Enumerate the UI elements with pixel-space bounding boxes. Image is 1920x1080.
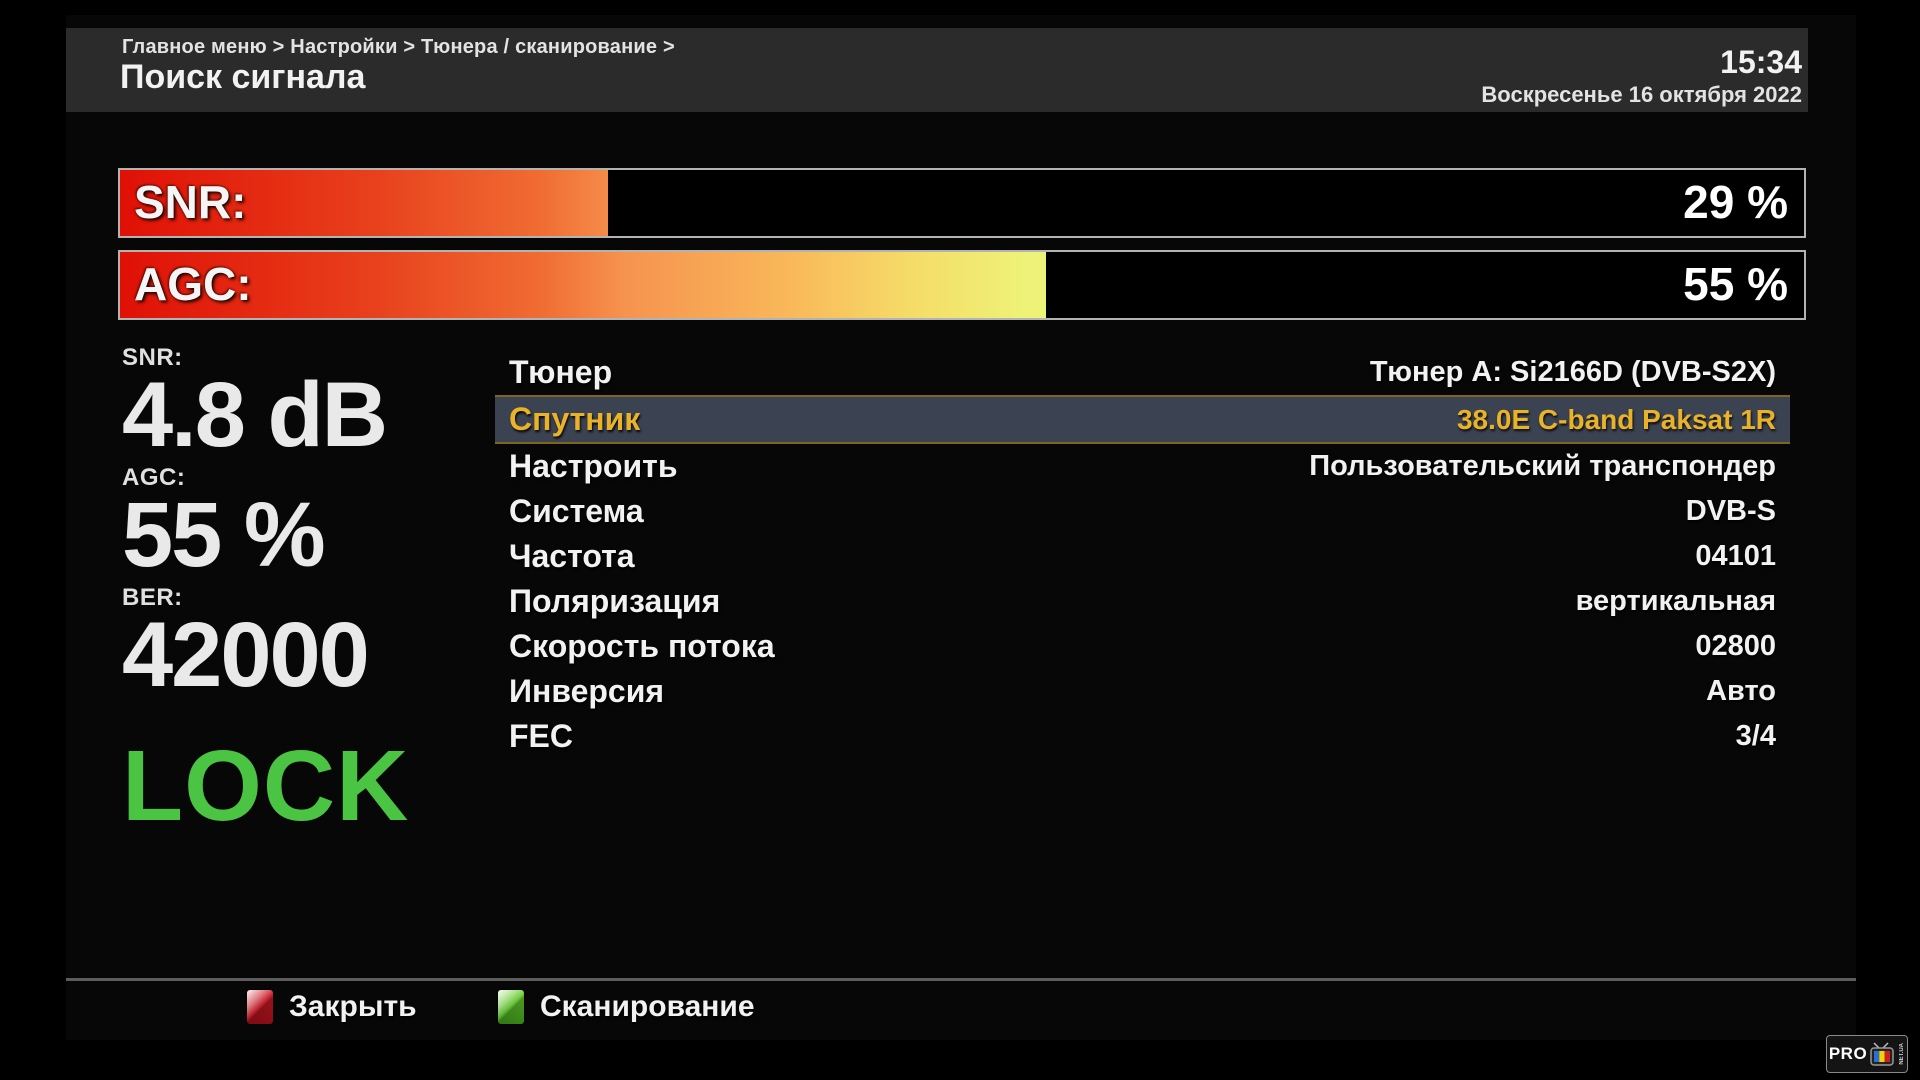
snr-progress-bar: SNR: 29 % xyxy=(118,168,1806,238)
menu-row-symbol-rate[interactable]: Скорость потока 02800 xyxy=(495,624,1790,669)
menu-row-label: Спутник xyxy=(509,401,641,437)
menu-row-value: 38.0E C-band Paksat 1R xyxy=(1456,403,1776,435)
tuner-menu: Тюнер Тюнер A: Si2166D (DVB-S2X) Спутник… xyxy=(495,350,1790,759)
menu-row-value: 02800 xyxy=(1695,630,1776,662)
header: Главное меню > Настройки > Тюнера / скан… xyxy=(66,28,1808,112)
menu-row-system[interactable]: Система DVB-S xyxy=(495,489,1790,534)
agc-stat-value: 55 % xyxy=(122,484,326,586)
menu-row-label: FEC xyxy=(509,718,573,754)
menu-row-label: Инверсия xyxy=(509,673,665,709)
protv-logo-text: PRO xyxy=(1828,1044,1868,1063)
footer-divider xyxy=(66,978,1856,981)
menu-row-satellite[interactable]: Спутник 38.0E C-band Paksat 1R xyxy=(495,395,1790,444)
agc-bar-value: 55 % xyxy=(1683,257,1788,310)
menu-row-label: Тюнер xyxy=(509,354,613,390)
snr-bar-value: 29 % xyxy=(1683,175,1788,228)
menu-row-value: Пользовательский транспондер xyxy=(1309,450,1776,482)
protv-logo: PRO NET.UA xyxy=(1826,1035,1908,1073)
clock-time: 15:34 xyxy=(1720,44,1802,80)
agc-bar-gradient xyxy=(120,252,1047,318)
green-key-icon xyxy=(498,990,524,1024)
menu-row-label: Система xyxy=(509,493,644,529)
clock-date: Воскресенье 16 октября 2022 xyxy=(1481,82,1802,107)
menu-row-label: Настроить xyxy=(509,448,678,484)
snr-stat-value: 4.8 dB xyxy=(122,364,388,466)
menu-row-inversion[interactable]: Инверсия Авто xyxy=(495,669,1790,714)
menu-row-fec[interactable]: FEC 3/4 xyxy=(495,714,1790,759)
menu-row-value: 04101 xyxy=(1695,540,1776,572)
agc-stat-label: AGC: xyxy=(122,464,186,491)
protv-logo-suffix: NET.UA xyxy=(1899,1043,1906,1065)
menu-row-value: 3/4 xyxy=(1735,720,1776,752)
snr-bar-track xyxy=(120,170,1804,236)
close-button[interactable]: Закрыть xyxy=(247,990,417,1024)
red-key-icon xyxy=(247,990,273,1024)
menu-row-label: Частота xyxy=(509,538,635,574)
snr-bar-fill xyxy=(120,170,609,236)
lock-status: LOCK xyxy=(122,730,410,842)
tv-logo-icon xyxy=(1870,1042,1894,1066)
menu-row-tuner[interactable]: Тюнер Тюнер A: Si2166D (DVB-S2X) xyxy=(495,350,1790,395)
menu-row-value: DVB-S xyxy=(1685,495,1776,527)
ber-stat-value: 42000 xyxy=(122,604,370,706)
snr-bar-label: SNR: xyxy=(134,175,247,228)
menu-row-polarization[interactable]: Поляризация вертикальная xyxy=(495,579,1790,624)
scan-button-label: Сканирование xyxy=(540,990,755,1023)
menu-row-frequency[interactable]: Частота 04101 xyxy=(495,534,1790,579)
menu-row-label: Поляризация xyxy=(509,583,721,619)
close-button-label: Закрыть xyxy=(289,990,417,1023)
agc-bar-label: AGC: xyxy=(134,257,252,310)
snr-bar-gradient xyxy=(120,170,609,236)
breadcrumb: Главное меню > Настройки > Тюнера / скан… xyxy=(122,36,675,58)
agc-bar-fill xyxy=(120,252,1047,318)
menu-row-value: Тюнер A: Si2166D (DVB-S2X) xyxy=(1369,356,1776,388)
agc-bar-track xyxy=(120,252,1804,318)
ber-stat-label: BER: xyxy=(122,584,183,611)
signal-stats: SNR: 4.8 dB AGC: 55 % BER: 42000 LOCK xyxy=(122,344,482,842)
snr-stat-label: SNR: xyxy=(122,344,183,371)
menu-row-label: Скорость потока xyxy=(509,628,775,664)
page-title: Поиск сигнала xyxy=(120,58,366,96)
menu-row-value: Авто xyxy=(1706,675,1776,707)
menu-row-configure[interactable]: Настроить Пользовательский транспондер xyxy=(495,444,1790,489)
scan-button[interactable]: Сканирование xyxy=(498,990,755,1024)
menu-row-value: вертикальная xyxy=(1575,585,1776,617)
agc-progress-bar: AGC: 55 % xyxy=(118,250,1806,320)
